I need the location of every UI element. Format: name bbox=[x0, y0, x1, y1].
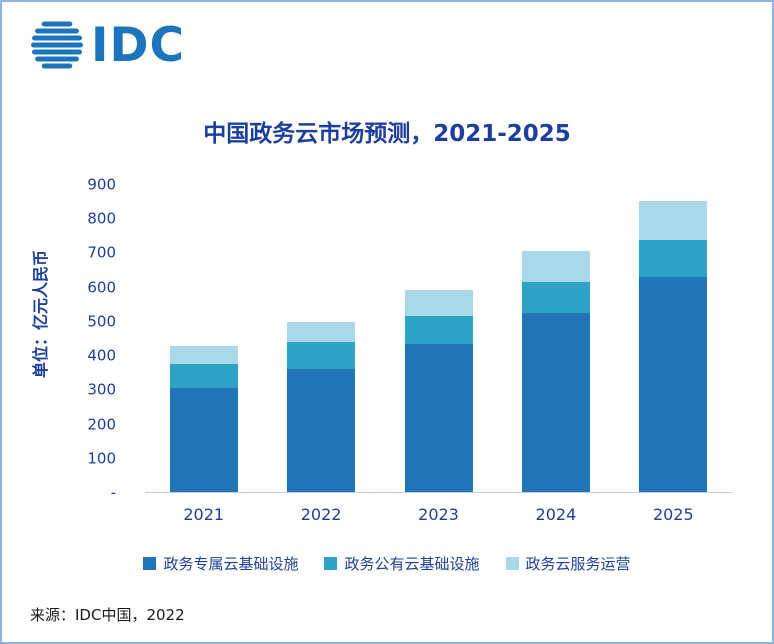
bar-2022 bbox=[287, 185, 356, 492]
legend-swatch-dedicated-cloud-infra bbox=[143, 557, 157, 570]
bar-segment bbox=[287, 322, 356, 342]
y-tick-label: 400 bbox=[87, 346, 116, 365]
source-text: 来源：IDC中国，2022 bbox=[30, 606, 185, 624]
y-tick-label: 500 bbox=[87, 312, 116, 331]
idc-globe-icon bbox=[31, 21, 83, 69]
x-tick-label: 2025 bbox=[652, 505, 694, 524]
bar-segment bbox=[639, 277, 708, 492]
bar-segment bbox=[404, 315, 473, 344]
bar-segment bbox=[404, 289, 473, 316]
bar-segment bbox=[521, 312, 590, 492]
y-tick-label: 200 bbox=[87, 415, 116, 434]
bar-segment bbox=[521, 282, 590, 313]
legend-swatch-public-cloud-infra bbox=[324, 557, 338, 570]
bar-2024 bbox=[521, 185, 590, 492]
legend: 政务专属云基础设施 政务公有云基础设施 政务云服务运营 bbox=[2, 553, 772, 574]
bar-segment bbox=[287, 368, 356, 492]
y-tick-label: 900 bbox=[87, 175, 116, 194]
y-tick-label: 600 bbox=[87, 278, 116, 297]
legend-label-public-cloud-infra: 政务公有云基础设施 bbox=[344, 555, 480, 573]
bar-segment bbox=[521, 250, 590, 283]
y-tick-label: - bbox=[110, 483, 116, 502]
y-tick-label: 700 bbox=[87, 243, 116, 262]
y-tick-label: 100 bbox=[87, 449, 116, 468]
legend-label-dedicated-cloud-infra: 政务专属云基础设施 bbox=[163, 555, 299, 573]
plot-area bbox=[145, 185, 732, 493]
bar-segment bbox=[639, 239, 708, 278]
bar-2021 bbox=[169, 185, 238, 492]
x-tick-label: 2021 bbox=[183, 505, 225, 524]
bar-segment bbox=[169, 364, 238, 388]
bar-2023 bbox=[404, 185, 473, 492]
y-axis-ticks: - 100 200 300 400 500 600 700 800 900 bbox=[62, 177, 116, 500]
y-axis-unit-label: 单位：亿元人民币 bbox=[31, 249, 50, 379]
x-axis-labels: 2021 2022 2023 2024 2025 bbox=[145, 502, 732, 528]
idc-logo: IDC bbox=[30, 18, 185, 72]
bar-segment bbox=[287, 341, 356, 369]
bar-segment bbox=[639, 201, 708, 240]
idc-logo-text: IDC bbox=[91, 17, 185, 73]
bar-segment bbox=[169, 346, 238, 365]
x-tick-label: 2024 bbox=[535, 505, 577, 524]
legend-label-cloud-service-ops: 政务云服务运营 bbox=[525, 555, 631, 573]
x-tick-label: 2023 bbox=[418, 505, 459, 524]
legend-item-cloud-service-ops: 政务云服务运营 bbox=[505, 553, 631, 574]
legend-swatch-cloud-service-ops bbox=[505, 557, 519, 570]
bar-segment bbox=[404, 343, 473, 492]
chart-title: 中国政务云市场预测，2021-2025 bbox=[203, 121, 571, 147]
y-tick-label: 800 bbox=[87, 209, 116, 228]
x-tick-label: 2022 bbox=[300, 505, 342, 524]
bar-2025 bbox=[639, 185, 708, 492]
legend-item-dedicated-cloud-infra: 政务专属云基础设施 bbox=[143, 553, 298, 574]
bar-segment bbox=[169, 387, 238, 492]
legend-item-public-cloud-infra: 政务公有云基础设施 bbox=[324, 553, 480, 574]
y-tick-label: 300 bbox=[87, 380, 116, 399]
